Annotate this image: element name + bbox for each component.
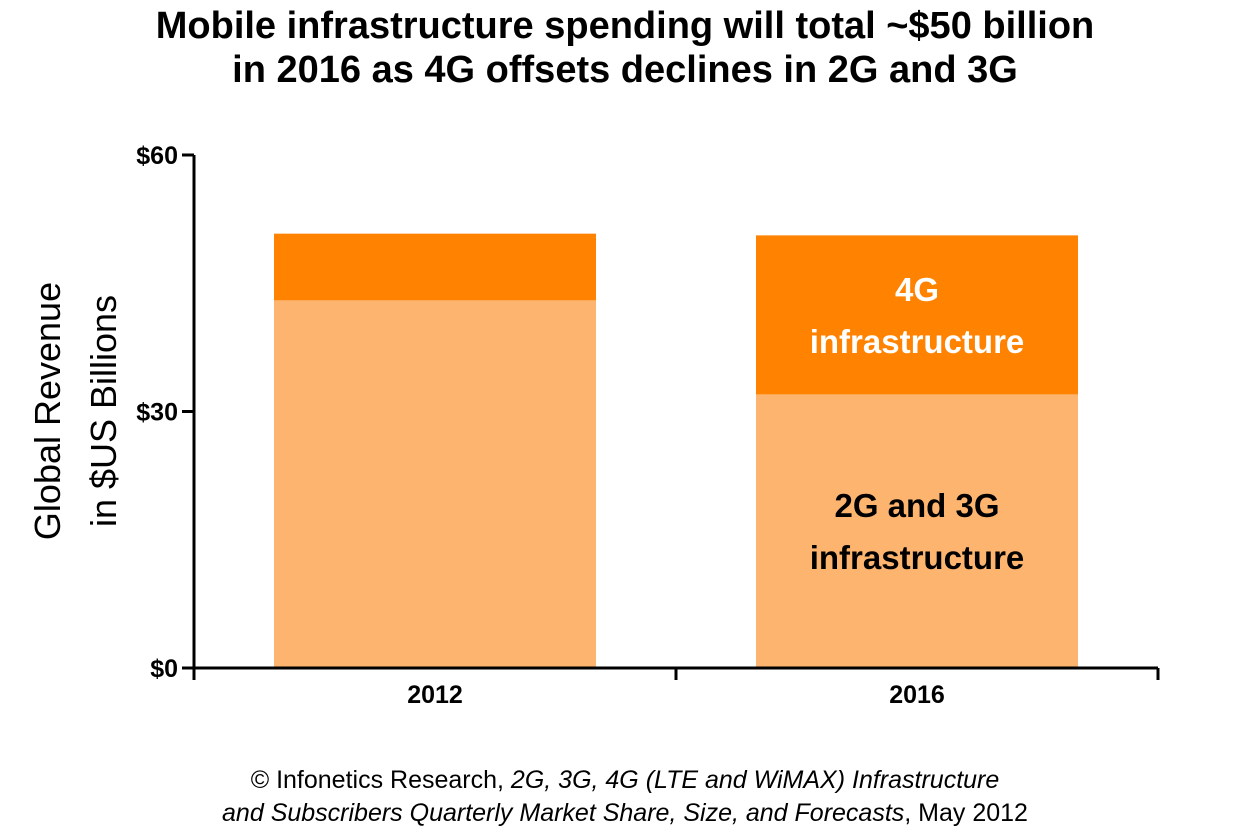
segment-labels: 2G and 3G infrastructure 4G infrastructure (810, 271, 1025, 576)
bar-2016-series-1 (756, 394, 1078, 668)
source-line-1: © Infonetics Research, 2G, 3G, 4G (LTE a… (0, 764, 1250, 797)
segment-label-series-1: 2G and 3G infrastructure (810, 487, 1025, 576)
bar-2016-series-2 (756, 235, 1078, 395)
segment-label-series-1-line-3: infrastructure (810, 539, 1025, 576)
stacked-bar-chart: Global Revenue in $US Billions 2G and 3G i… (27, 142, 1160, 709)
chart-title: Mobile infrastructure spending will tota… (0, 4, 1250, 92)
source-report-title-part-2: and Subscribers Quarterly Market Share, … (222, 799, 905, 827)
source-publisher: © Infonetics Research, (250, 766, 511, 794)
source-citation: © Infonetics Research, 2G, 3G, 4G (LTE a… (0, 764, 1250, 830)
y-tick-label-0: $0 (150, 655, 178, 683)
segment-label-series-1-line-2: 2G and 3G (834, 487, 999, 524)
chart-title-line-2: in 2016 as 4G offsets declines in 2G and… (232, 49, 1018, 91)
bar-2012-series-2 (274, 233, 596, 301)
y-tick-label-1: $30 (136, 399, 178, 427)
x-category-labels: 2012 2016 (407, 681, 945, 709)
y-axis-label-line-1: Global Revenue (27, 282, 68, 540)
bars (274, 233, 1078, 668)
segment-label-series-2-line-1: 4G (895, 271, 939, 308)
y-axis-label: Global Revenue in $US Billions (27, 282, 124, 540)
bar-2012-series-1 (274, 300, 596, 668)
x-category-label-2012: 2012 (407, 681, 463, 709)
y-ticks: $0 $30 $60 (136, 142, 194, 683)
y-axis-label-text: Global Revenue in $US Billions (27, 282, 124, 540)
source-line-2: and Subscribers Quarterly Market Share, … (0, 797, 1250, 830)
x-category-label-2016: 2016 (889, 681, 945, 709)
source-date: , May 2012 (904, 799, 1028, 827)
chart-title-line-1: Mobile infrastructure spending will tota… (155, 5, 1095, 47)
y-axis-label-line-2: in $US Billions (83, 295, 124, 527)
y-tick-label-2: $60 (136, 142, 178, 170)
segment-label-series-2: 4G infrastructure (810, 271, 1025, 360)
segment-label-series-2-line-2: infrastructure (810, 323, 1025, 360)
source-report-title-part-1: 2G, 3G, 4G (LTE and WiMAX) Infrastructur… (510, 766, 1000, 794)
